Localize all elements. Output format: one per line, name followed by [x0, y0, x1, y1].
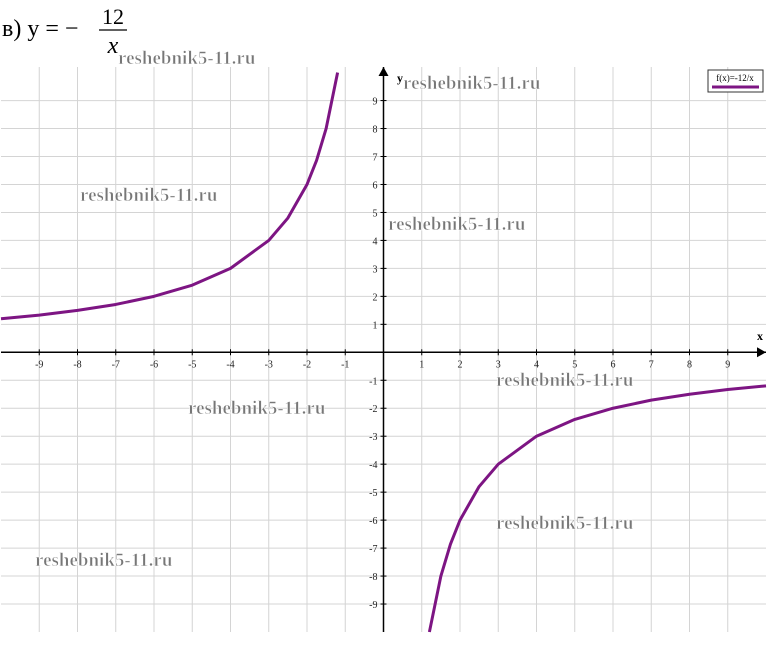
- y-tick-label: -6: [369, 516, 377, 527]
- x-tick-label: -2: [303, 359, 311, 370]
- y-tick-label: 2: [373, 292, 378, 303]
- function-curve: [0, 72, 767, 633]
- watermark: reshebnik5-11.ru: [118, 48, 256, 69]
- x-tick-label: -7: [112, 359, 120, 370]
- x-tick-label: -5: [188, 359, 196, 370]
- watermark: reshebnik5-11.ru: [403, 73, 541, 94]
- x-tick-label: 3: [496, 359, 501, 370]
- x-tick-label: 1: [419, 359, 424, 370]
- legend-label: f(x)=-12/x: [716, 73, 754, 83]
- y-tick-label: -7: [369, 544, 377, 555]
- x-axis-arrow: [757, 347, 766, 358]
- x-tick-label: -9: [35, 359, 43, 370]
- y-tick-label: 1: [373, 320, 378, 331]
- x-tick-label: -6: [150, 359, 158, 370]
- x-tick-label: -3: [265, 359, 273, 370]
- y-axis-label: y: [397, 71, 403, 85]
- y-tick-label: 7: [373, 153, 378, 164]
- y-tick-label: 4: [373, 236, 378, 247]
- x-axis-label: x: [757, 329, 763, 343]
- y-tick-label: -8: [369, 572, 377, 583]
- x-tick-label: 6: [611, 359, 616, 370]
- title-numerator: 12: [102, 4, 124, 29]
- y-tick-label: -9: [369, 600, 377, 611]
- y-axis-arrow: [378, 67, 389, 76]
- x-tick-label: 9: [725, 359, 730, 370]
- y-tick-label: 3: [373, 264, 378, 275]
- watermark: reshebnik5-11.ru: [388, 214, 526, 235]
- y-tick-label: -5: [369, 488, 377, 499]
- x-tick-label: -1: [341, 359, 349, 370]
- y-tick-label: 9: [373, 97, 378, 108]
- watermark: reshebnik5-11.ru: [188, 398, 326, 419]
- x-tick-label: -4: [226, 359, 234, 370]
- y-tick-label: 8: [373, 125, 378, 136]
- y-tick-label: -2: [369, 404, 377, 415]
- x-tick-label: 2: [458, 359, 463, 370]
- y-tick-label: -4: [369, 460, 377, 471]
- y-tick-label: -3: [369, 432, 377, 443]
- x-tick-label: 8: [687, 359, 692, 370]
- y-tick-label: 5: [373, 208, 378, 219]
- x-tick-label: 4: [534, 359, 539, 370]
- x-tick-label: 5: [572, 359, 577, 370]
- watermark: reshebnik5-11.ru: [80, 185, 218, 206]
- watermark: reshebnik5-11.ru: [496, 513, 634, 534]
- y-tick-label: -1: [369, 376, 377, 387]
- title-denominator: x: [107, 33, 119, 59]
- watermark: reshebnik5-11.ru: [496, 370, 634, 391]
- watermark: reshebnik5-11.ru: [35, 550, 173, 571]
- y-tick-label: 6: [373, 180, 378, 191]
- title-prefix: в) y = −: [2, 16, 78, 42]
- x-tick-label: -8: [73, 359, 81, 370]
- x-tick-label: 7: [649, 359, 654, 370]
